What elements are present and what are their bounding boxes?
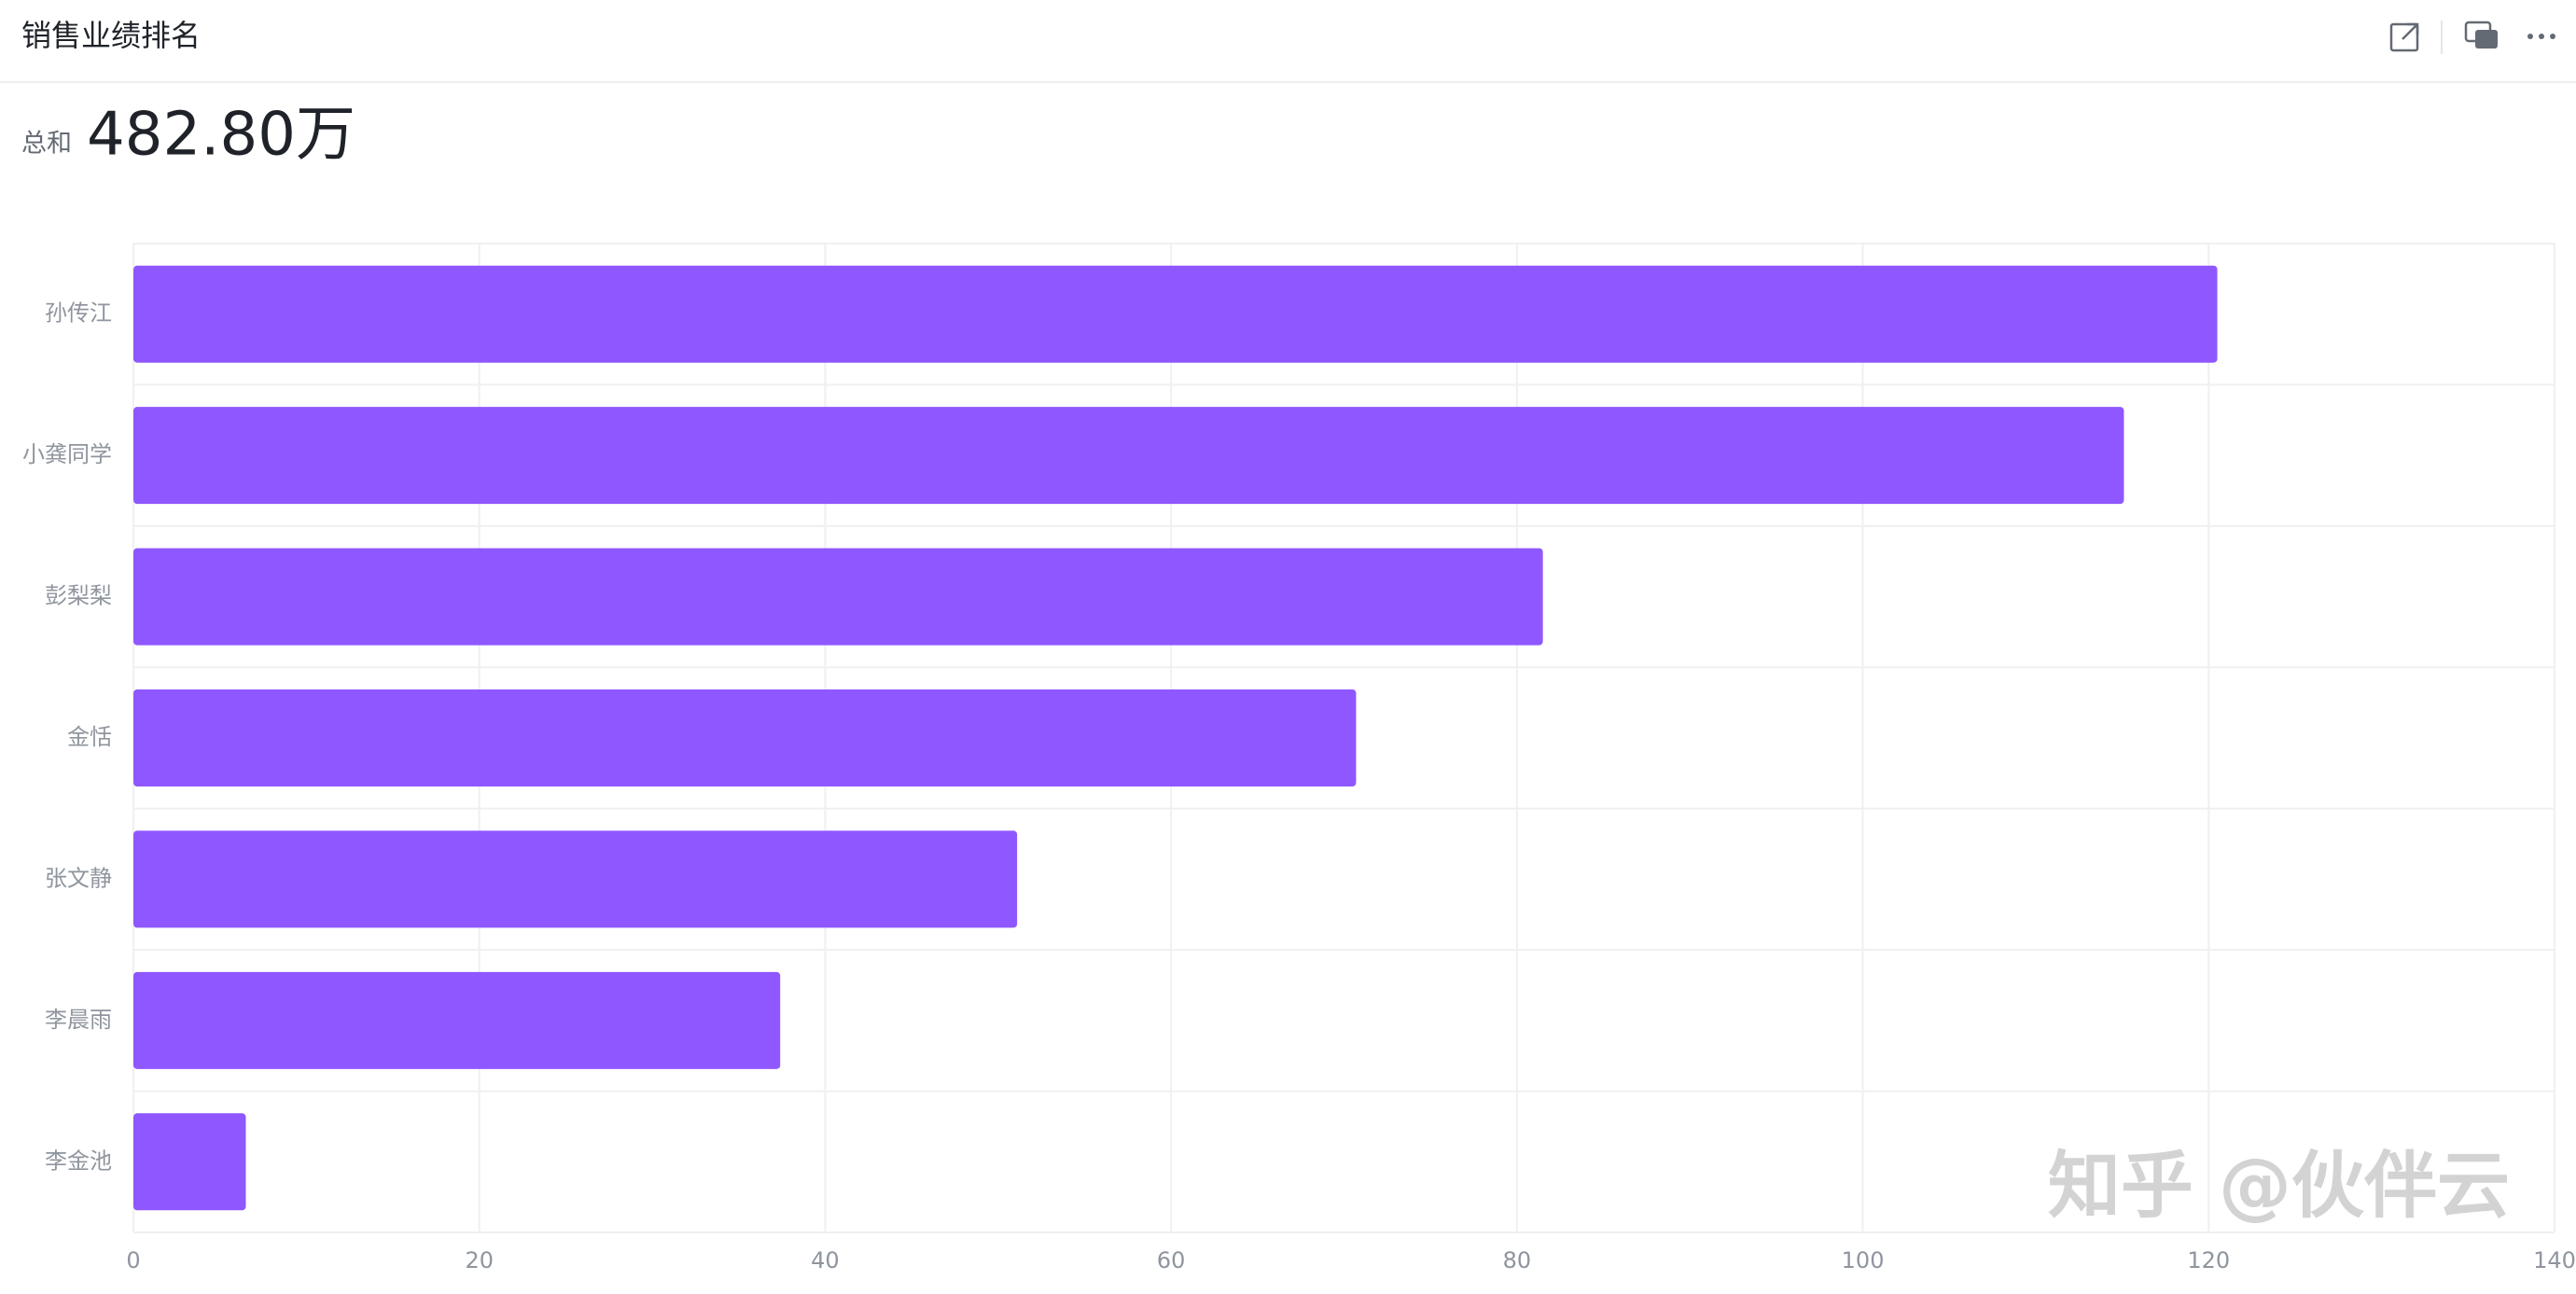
x-tick-label: 0 bbox=[126, 1247, 140, 1273]
screen-icon[interactable] bbox=[2464, 21, 2498, 49]
bar bbox=[133, 830, 1018, 928]
watermark: 知乎 @伙伴云 bbox=[2048, 1144, 2510, 1228]
card-title: 销售业绩排名 bbox=[21, 18, 201, 53]
x-tick-label: 100 bbox=[1842, 1247, 1885, 1273]
x-tick-label: 80 bbox=[1503, 1247, 1532, 1273]
y-tick-label: 李晨雨 bbox=[45, 1007, 112, 1033]
y-tick-label: 张文静 bbox=[45, 865, 112, 891]
x-tick-label: 20 bbox=[465, 1247, 494, 1273]
y-tick-label: 金恬 bbox=[67, 724, 112, 750]
y-tick-label: 孙传江 bbox=[45, 300, 112, 327]
bar bbox=[133, 971, 781, 1069]
more-icon[interactable] bbox=[2527, 34, 2555, 39]
summary-value: 482.80万 bbox=[87, 101, 355, 170]
summary-label: 总和 bbox=[21, 130, 72, 159]
x-tick-label: 40 bbox=[811, 1247, 840, 1273]
x-tick-label: 120 bbox=[2187, 1247, 2230, 1273]
x-tick-label: 140 bbox=[2533, 1247, 2576, 1273]
x-tick-label: 60 bbox=[1157, 1247, 1186, 1273]
y-tick-label: 李金池 bbox=[45, 1148, 112, 1174]
bar bbox=[133, 548, 1543, 646]
bar bbox=[133, 689, 1357, 786]
bar bbox=[133, 407, 2124, 505]
y-tick-label: 彭梨梨 bbox=[45, 583, 112, 609]
bar bbox=[133, 265, 2218, 363]
y-tick-label: 小龚同学 bbox=[22, 441, 112, 467]
expand-icon[interactable] bbox=[2389, 22, 2419, 52]
bar bbox=[133, 1113, 246, 1211]
